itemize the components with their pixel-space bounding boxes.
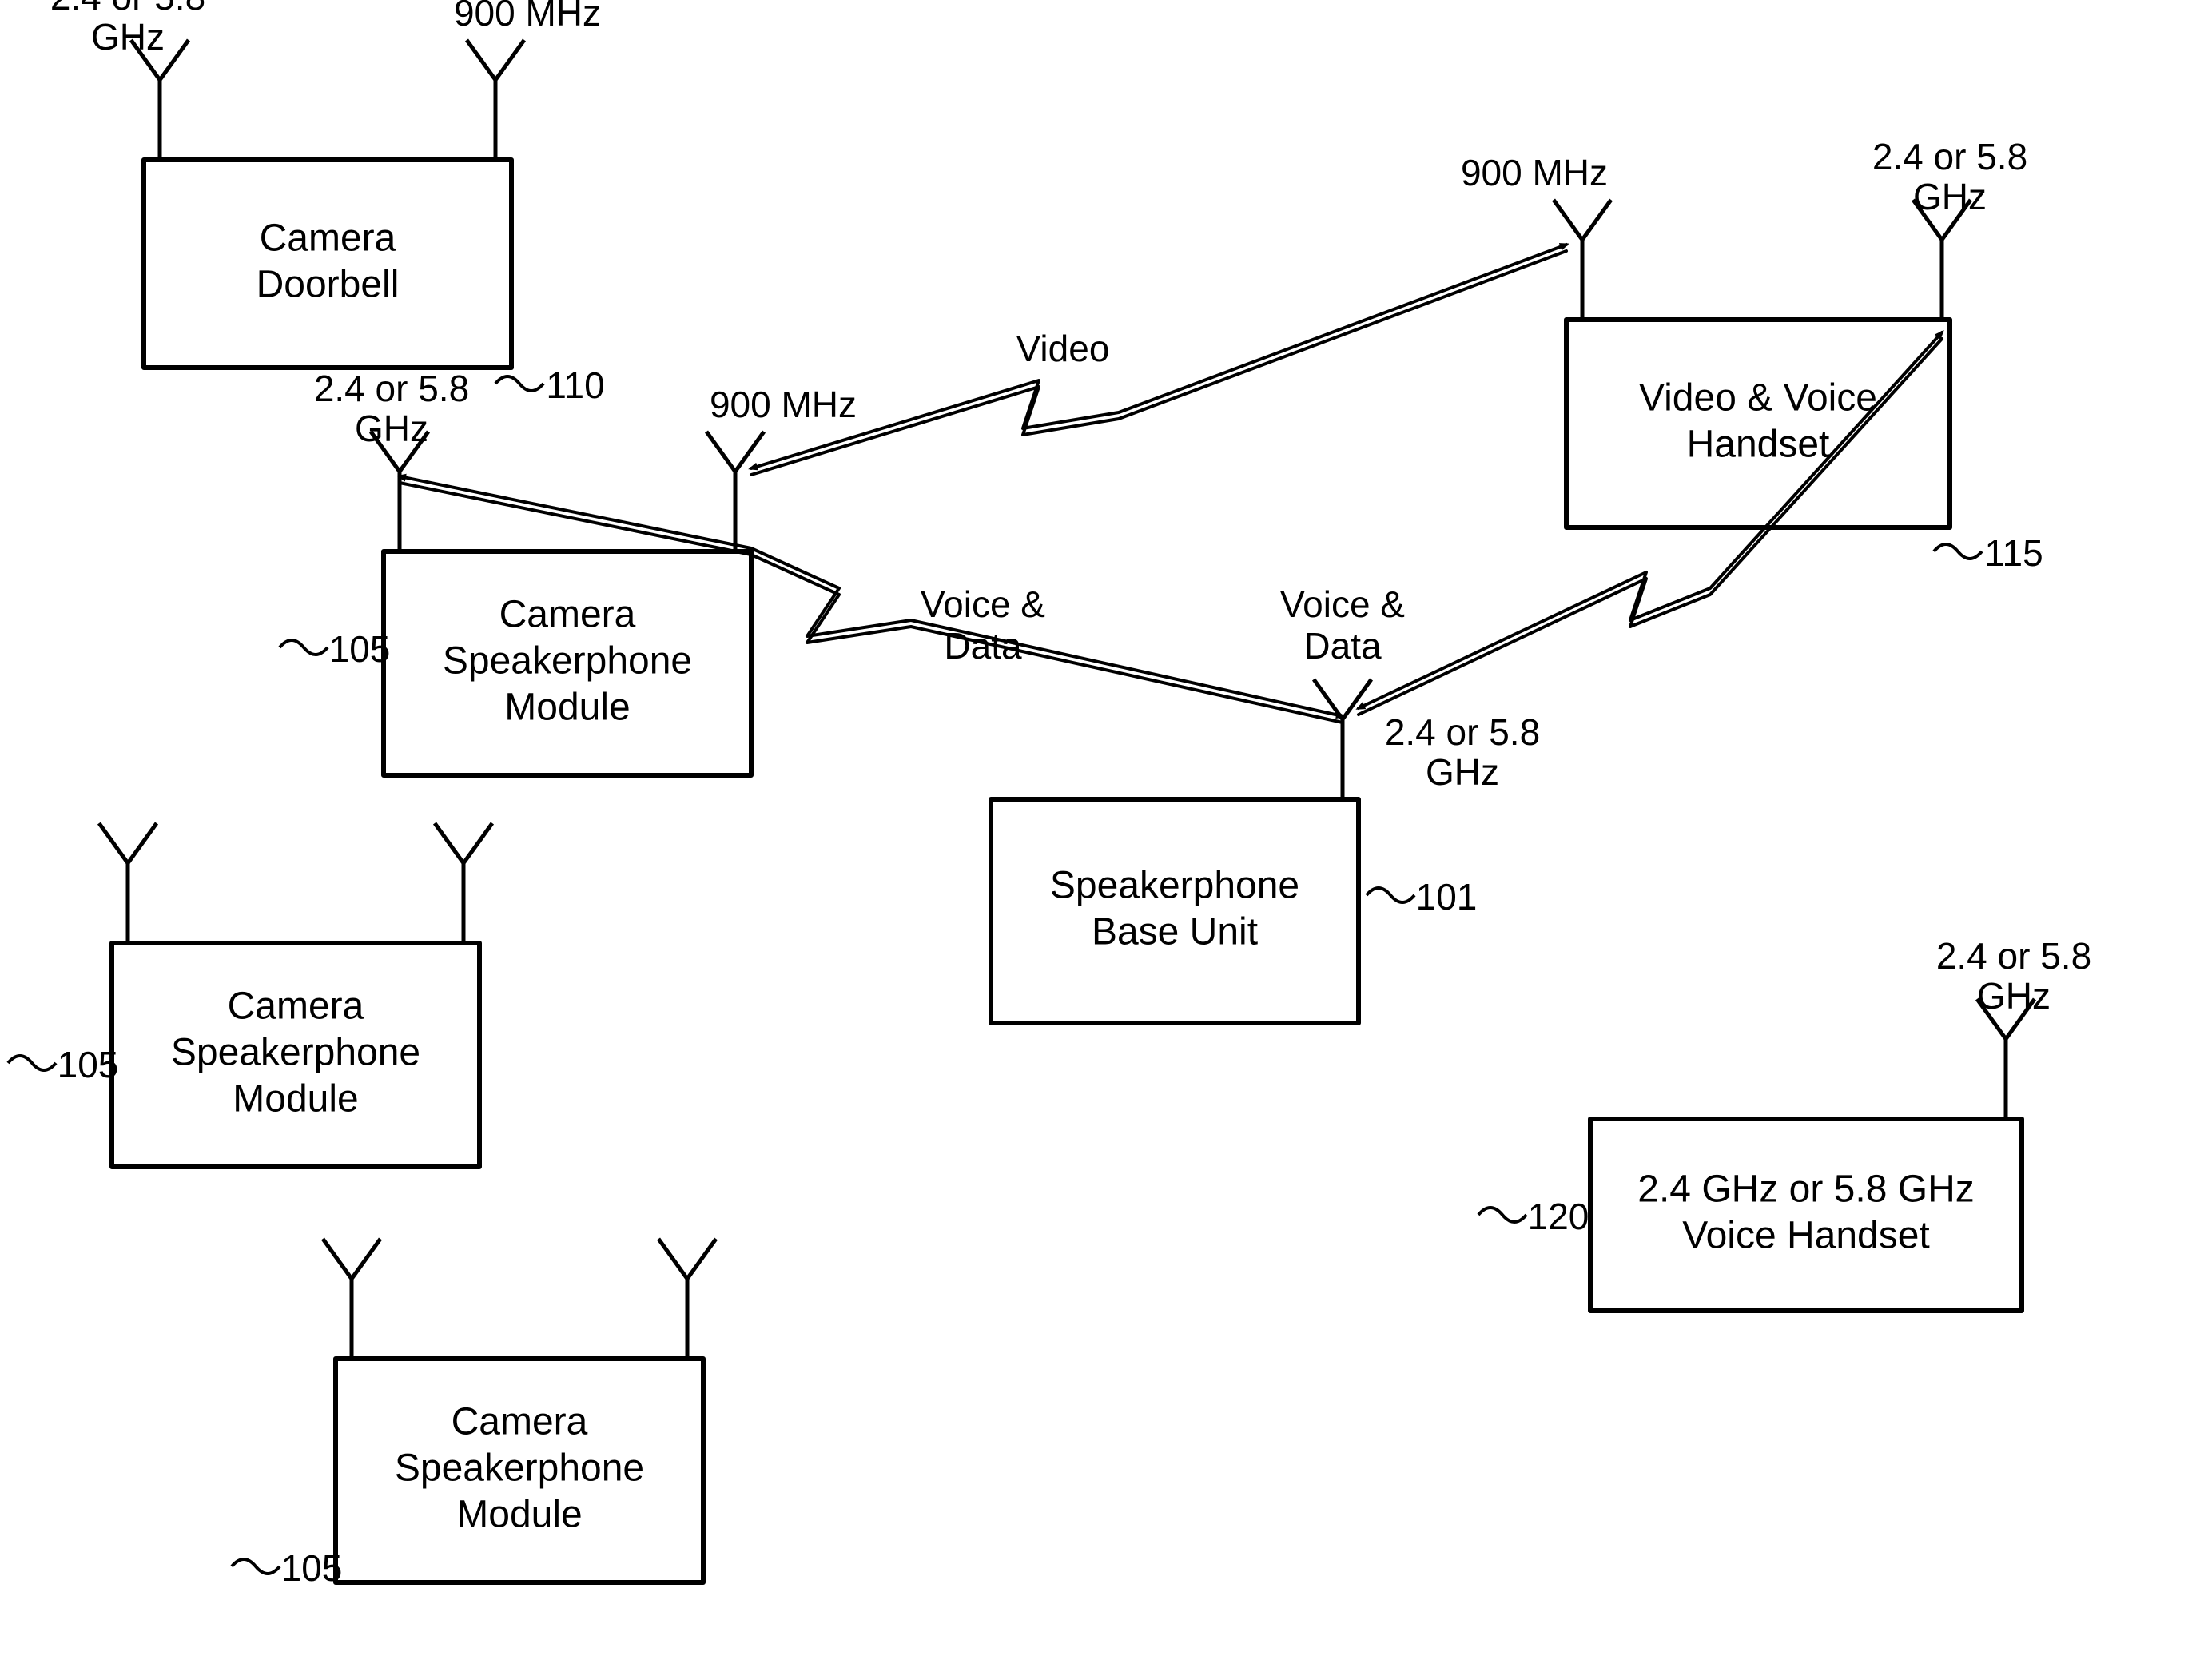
node-camera_spk_1: CameraSpeakerphoneModule 2.4 or 5.8GHz 900… (280, 368, 857, 775)
node-label: Camera (499, 594, 636, 636)
edge-label: Voice & (1280, 583, 1405, 625)
ref-number: 105 (58, 1044, 119, 1085)
antenna-label: 900 MHz (454, 0, 601, 34)
antenna-label: 2.4 or 5.8 (1385, 711, 1540, 753)
node-label: Speakerphone (1050, 865, 1299, 907)
node-label: Camera (452, 1401, 588, 1443)
node-video_voice_handset: Video & VoiceHandset 900 MHz 2.4 or 5.8GHz… (1461, 136, 2043, 574)
node-base_unit: SpeakerphoneBase Unit 2.4 or 5.8GHz 101 (991, 679, 1540, 1023)
antenna-label: 2.4 or 5.8 (314, 368, 469, 409)
antenna-label: GHz (1977, 975, 2051, 1017)
ref-number: 105 (329, 628, 391, 670)
antenna-label: 900 MHz (1461, 152, 1608, 193)
antenna-label: GHz (91, 16, 165, 58)
ref-number: 120 (1528, 1196, 1589, 1237)
antenna-label: GHz (1426, 751, 1499, 793)
edge-label: Video (1016, 328, 1110, 369)
node-label: Base Unit (1092, 911, 1258, 953)
node-camera_doorbell: CameraDoorbell2.4 or 5.8GHz900 MHz110 (50, 0, 605, 406)
node-label: Doorbell (257, 264, 400, 306)
node-label: Module (504, 687, 630, 729)
node-label: Video & Voice (1639, 377, 1877, 420)
antenna-label: GHz (1913, 176, 1987, 217)
antenna-label: 900 MHz (710, 384, 857, 425)
edge-label: Data (1303, 625, 1382, 667)
antenna-label: GHz (355, 408, 428, 449)
node-voice_handset: 2.4 GHz or 5.8 GHzVoice Handset 2.4 or 5.… (1478, 935, 2091, 1311)
ref-number: 105 (281, 1547, 343, 1589)
node-label: Camera (228, 985, 364, 1028)
node-label: 2.4 GHz or 5.8 GHz (1637, 1168, 1974, 1211)
node-label: Speakerphone (395, 1447, 644, 1490)
node-camera_spk_2: CameraSpeakerphoneModule 105 (8, 823, 492, 1167)
ref-number: 115 (1984, 532, 2043, 574)
edge-label: Voice & (921, 583, 1045, 625)
node-label: Module (456, 1494, 582, 1536)
node-camera_spk_3: CameraSpeakerphoneModule 105 (232, 1239, 716, 1589)
ref-number: 110 (546, 364, 604, 406)
node-label: Camera (260, 217, 396, 260)
edge-label: Data (944, 625, 1022, 667)
antenna-label: 2.4 or 5.8 (1936, 935, 2091, 977)
antenna-label: 2.4 or 5.8 (50, 0, 205, 18)
node-label: Module (233, 1078, 358, 1121)
node-label: Voice Handset (1682, 1215, 1930, 1257)
node-label: Speakerphone (443, 640, 692, 683)
edge-video_link: Video (751, 245, 1566, 475)
node-label: Speakerphone (171, 1032, 420, 1074)
ref-number: 101 (1416, 876, 1478, 918)
antenna-label: 2.4 or 5.8 (1872, 136, 2027, 177)
node-label: Handset (1687, 424, 1830, 466)
